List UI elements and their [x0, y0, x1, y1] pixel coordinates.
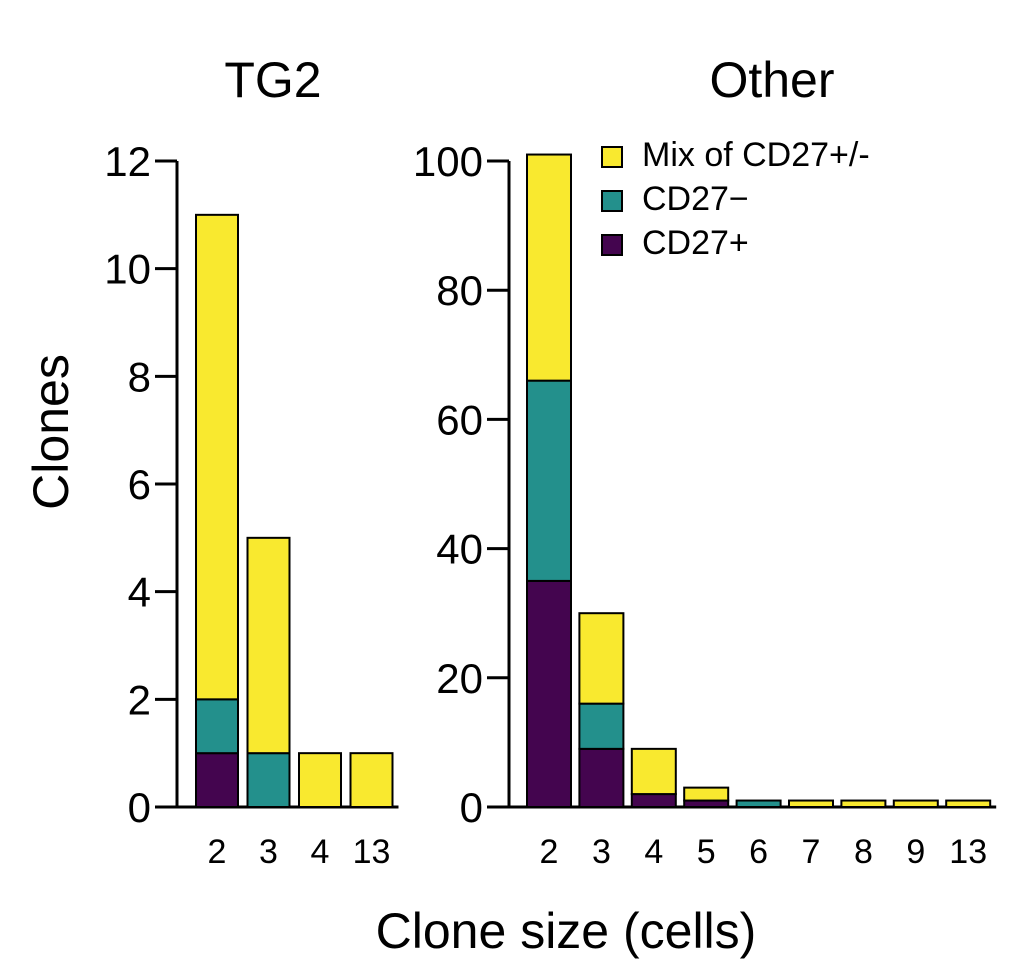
- legend-label: CD27−: [642, 180, 749, 218]
- x-tick-label: 3: [592, 833, 611, 871]
- y-tick-label: 12: [104, 138, 151, 185]
- x-axis-title: Clone size (cells): [376, 903, 757, 959]
- bar-segment: [526, 579, 572, 809]
- bar-segment: [578, 702, 625, 750]
- x-tick-label: 5: [697, 833, 716, 871]
- x-tick-label: 3: [259, 833, 278, 871]
- bar-segment: [630, 747, 677, 796]
- x-tick-label: 6: [749, 833, 768, 871]
- bar-segment: [526, 153, 572, 382]
- y-tick-label: 4: [128, 569, 151, 616]
- x-tick-label: 13: [949, 833, 987, 871]
- y-tick-label: 80: [436, 267, 483, 314]
- bar-segment: [526, 379, 572, 582]
- bar-segment: [840, 799, 887, 808]
- bar-segment: [195, 698, 239, 755]
- bar-segment: [246, 752, 291, 809]
- bar-segment: [195, 213, 239, 701]
- panel-other: Other 0 20 40 60 80 100 2 3 4 5 6 7 8 9 13: [413, 52, 997, 871]
- y-tick-label: 6: [128, 461, 151, 508]
- x-tick-label: 13: [353, 833, 391, 871]
- bar-segment: [892, 799, 939, 808]
- y-tick-label: 40: [436, 526, 483, 573]
- x-tick-label: 4: [644, 833, 663, 871]
- legend-swatch: [601, 190, 623, 212]
- y-tick-label: 0: [460, 784, 483, 831]
- panel-title: TG2: [224, 52, 321, 108]
- bar-segment: [630, 793, 677, 809]
- bar-segment: [578, 612, 625, 705]
- bar-segment: [298, 752, 342, 809]
- x-tick-label: 8: [854, 833, 873, 871]
- y-tick-label: 8: [128, 353, 151, 400]
- y-tick-label: 10: [104, 246, 151, 293]
- panel-title: Other: [709, 52, 834, 108]
- legend-swatch: [601, 234, 623, 256]
- x-tick-label: 2: [208, 833, 227, 871]
- legend-label: CD27+: [642, 224, 749, 262]
- bar-segment: [578, 747, 625, 808]
- y-tick-label: 60: [436, 396, 483, 443]
- bar-segment: [195, 752, 239, 809]
- x-tick-label: 9: [906, 833, 925, 871]
- bar-segment: [349, 752, 394, 809]
- legend: Mix of CD27+/- CD27− CD27+: [601, 136, 870, 262]
- bar-segment: [735, 799, 782, 808]
- bar-segment: [246, 536, 291, 755]
- y-tick-label: 100: [413, 138, 483, 185]
- bar-segment: [788, 799, 834, 808]
- legend-swatch: [601, 146, 623, 168]
- legend-label: Mix of CD27+/-: [642, 136, 870, 174]
- y-tick-label: 20: [436, 655, 483, 702]
- x-tick-label: 2: [540, 833, 559, 871]
- y-tick-label: 0: [128, 784, 151, 831]
- x-tick-label: 4: [311, 833, 330, 871]
- bar-segment: [683, 786, 730, 802]
- y-tick-label: 2: [128, 676, 151, 723]
- x-tick-label: 7: [802, 833, 821, 871]
- y-axis-title: Clones: [23, 354, 79, 510]
- bar-segment: [945, 799, 992, 808]
